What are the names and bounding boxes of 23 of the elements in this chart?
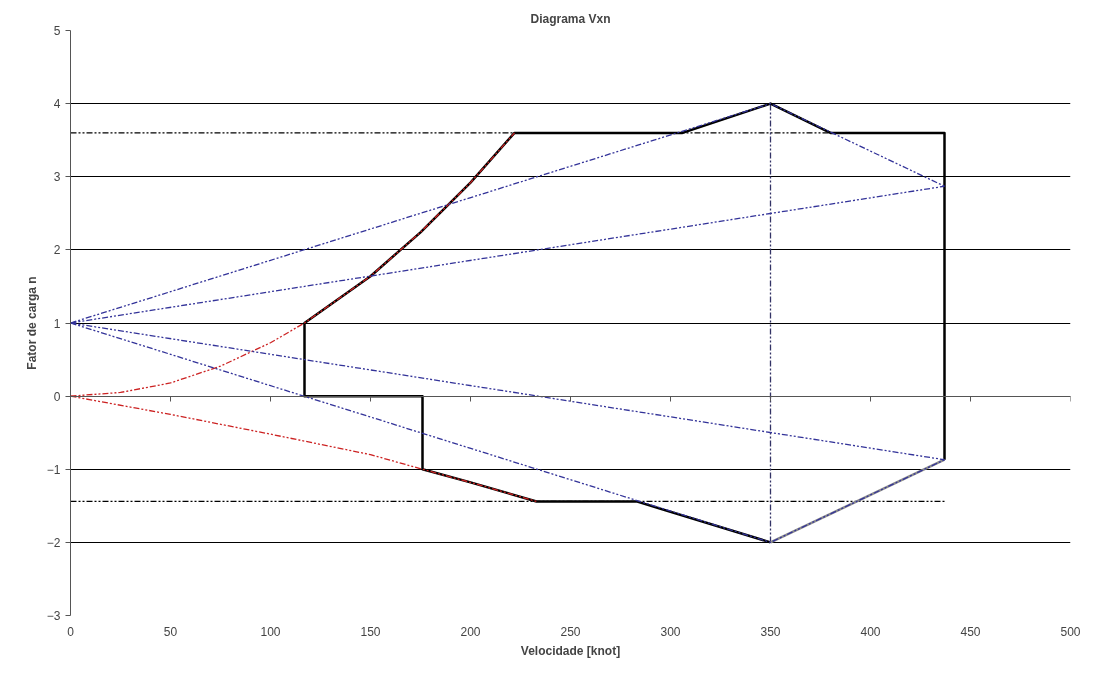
y-tick-label: 1 xyxy=(53,316,61,331)
x-tick-label: 250 xyxy=(560,624,581,639)
y-tick-label: 4 xyxy=(53,97,61,112)
y-axis-title: Fator de carga n xyxy=(24,276,39,370)
x-tick-label: 200 xyxy=(460,624,481,639)
y-tick-label: −1 xyxy=(46,462,61,477)
x-axis-title: Velocidade [knot] xyxy=(520,643,621,658)
x-tick-label: 0 xyxy=(67,624,75,639)
x-tick-label: 150 xyxy=(360,624,381,639)
y-tick-label: −2 xyxy=(46,535,61,550)
x-tick-label: 350 xyxy=(760,624,781,639)
chart-title: Diagrama Vxn xyxy=(530,11,611,26)
x-tick-label: 100 xyxy=(260,624,281,639)
x-tick-label: 500 xyxy=(1060,624,1081,639)
x-tick-label: 450 xyxy=(960,624,981,639)
y-tick-label: 5 xyxy=(53,24,61,38)
y-tick-label: 3 xyxy=(53,170,61,185)
x-tick-label: 400 xyxy=(860,624,881,639)
y-tick-label: −3 xyxy=(46,609,61,623)
y-tick-label: 0 xyxy=(53,389,61,404)
y-tick-label: 2 xyxy=(53,243,61,258)
x-tick-label: 300 xyxy=(660,624,681,639)
x-tick-label: 50 xyxy=(163,624,178,639)
